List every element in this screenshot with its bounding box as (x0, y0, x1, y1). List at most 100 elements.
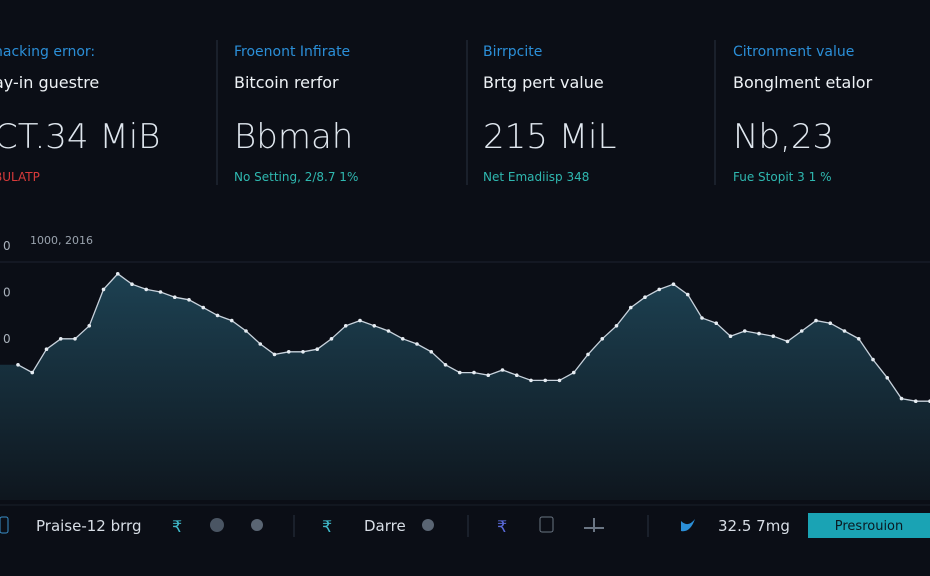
data-point (172, 295, 177, 300)
icon[interactable]: ₹ (497, 517, 507, 536)
data-point (272, 352, 277, 357)
data-point (457, 370, 462, 375)
data-point (828, 321, 833, 326)
data-point (486, 373, 491, 378)
data-point (771, 334, 776, 339)
data-point (685, 292, 690, 297)
data-point (58, 337, 63, 341)
data-point (600, 337, 605, 341)
card-title: Brtg pert value (483, 73, 604, 92)
data-point (586, 352, 590, 357)
data-point (301, 350, 305, 354)
data-point (529, 378, 533, 383)
toolbar-text: Darre (364, 517, 406, 535)
data-point (885, 376, 890, 380)
data-point (500, 368, 505, 372)
chart-label: 1000, 2016 (30, 234, 93, 247)
icon[interactable]: ₹ (172, 517, 182, 536)
data-point (785, 339, 790, 344)
card-value: 215 MiL (483, 117, 616, 157)
card-label: Citronment value (733, 44, 854, 60)
data-point (871, 357, 875, 362)
card-value: Nb,23 (733, 117, 834, 157)
y-tick-label: 0 (3, 286, 11, 300)
icon[interactable] (584, 518, 604, 532)
data-point (101, 287, 106, 292)
data-point (30, 370, 35, 375)
data-point (115, 272, 120, 276)
y-tick-label: 0 (3, 239, 11, 253)
data-point (429, 350, 434, 354)
data-point (358, 318, 362, 323)
data-point (557, 378, 562, 383)
data-point (728, 334, 733, 339)
stat-cards: nacking ernor: ay-in guestre CT.34 MiB BULA… (0, 44, 873, 184)
data-point (229, 318, 234, 323)
data-point (671, 282, 676, 287)
button[interactable] (808, 513, 930, 538)
data-point (87, 324, 92, 328)
card-label: nacking ernor: (0, 44, 95, 60)
data-point (514, 373, 519, 378)
data-point (329, 337, 334, 341)
data-point (415, 342, 419, 346)
data-point (244, 329, 248, 333)
icon[interactable] (539, 516, 554, 533)
data-point (700, 316, 704, 320)
data-point (714, 321, 719, 326)
card-title: Bonglment etalor (733, 73, 873, 92)
card-label: Froenont Infirate (234, 44, 350, 60)
data-point (899, 396, 904, 401)
data-point (657, 287, 662, 292)
toolbar-text: 32.5 7mg (718, 517, 790, 535)
icon[interactable] (422, 519, 434, 531)
card-sub: No Setting, 2/8.7 1% (234, 170, 358, 184)
button-label[interactable]: Presrouion (835, 519, 904, 534)
data-point (628, 305, 633, 310)
card-title: ay-in guestre (0, 73, 99, 92)
data-point (201, 305, 206, 310)
data-point (757, 331, 761, 336)
data-point (799, 329, 804, 333)
data-point (372, 324, 377, 328)
data-point (571, 370, 576, 375)
card-sub: Fue Stopit 3 1 % (733, 170, 831, 184)
data-point (343, 324, 348, 328)
data-point (16, 363, 20, 367)
data-point (856, 337, 861, 341)
data-point (742, 329, 747, 333)
data-point (73, 337, 77, 341)
data-point (130, 282, 134, 287)
card-value: CT.34 MiB (0, 117, 160, 157)
toolbar: Praise-12 brrg ₹ ₹ Darre ₹ 32.5 7mg Pres… (0, 504, 930, 538)
data-point (44, 347, 49, 352)
data-point (315, 347, 320, 352)
card-title: Bitcoin rerfor (234, 73, 339, 92)
icon[interactable] (251, 519, 263, 531)
data-point (614, 324, 619, 328)
data-point (814, 318, 818, 323)
y-tick-label: 0 (3, 332, 11, 346)
icon[interactable] (210, 518, 224, 532)
data-point (258, 342, 263, 346)
icon[interactable] (681, 519, 695, 532)
data-point (215, 313, 220, 318)
card-value: Bbmah (234, 117, 353, 157)
icon[interactable] (0, 516, 9, 534)
data-point (144, 287, 149, 292)
toolbar-text: Praise-12 brrg (36, 517, 141, 535)
area-fill (0, 273, 930, 500)
data-point (386, 329, 391, 333)
data-point (400, 337, 405, 341)
data-point (913, 399, 918, 404)
data-point (158, 290, 163, 294)
card-label: Birrpcite (483, 44, 542, 60)
data-point (443, 363, 448, 367)
data-point (643, 295, 647, 300)
data-point (842, 329, 847, 333)
data-point (472, 370, 476, 375)
icon[interactable]: ₹ (322, 517, 332, 536)
data-point (187, 298, 191, 302)
